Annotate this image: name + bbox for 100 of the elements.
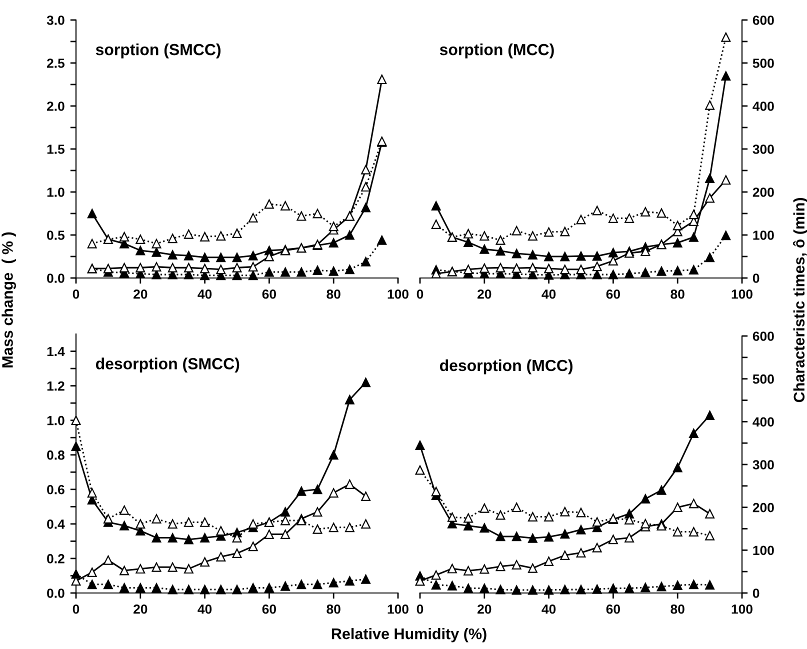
point	[296, 267, 306, 277]
point	[344, 264, 354, 274]
point	[296, 486, 306, 496]
point	[705, 580, 715, 590]
point	[672, 238, 682, 248]
point	[512, 560, 522, 570]
y-tick-label: 0.6	[47, 484, 64, 494]
point	[120, 583, 130, 593]
point	[512, 226, 522, 236]
point	[120, 232, 130, 242]
point	[464, 566, 474, 576]
point	[264, 199, 274, 209]
point	[705, 530, 715, 540]
point	[431, 220, 441, 229]
point	[640, 494, 650, 504]
point	[344, 394, 354, 404]
point	[216, 552, 226, 562]
point	[328, 238, 338, 248]
point	[624, 515, 634, 524]
point	[705, 252, 715, 262]
x-tick-label: 60	[606, 289, 620, 299]
y-tick-label: 0.0	[47, 274, 64, 283]
point	[640, 207, 650, 216]
point	[672, 527, 682, 536]
x-tick-label: 100	[732, 289, 752, 299]
point	[721, 71, 731, 81]
point	[152, 514, 162, 524]
text: desorption (MCC)	[440, 359, 572, 374]
point	[656, 582, 666, 592]
x-tick-label: 0	[72, 289, 80, 299]
point	[248, 262, 258, 272]
point	[608, 248, 618, 258]
point	[672, 462, 682, 472]
point	[248, 213, 258, 223]
y-tick-label: 3.0	[46, 16, 64, 25]
point	[480, 503, 490, 513]
point	[248, 519, 258, 529]
point	[447, 512, 457, 522]
point	[328, 522, 338, 532]
y2-tick-label: 400	[752, 417, 774, 427]
point	[624, 584, 634, 594]
text: desorption (SMCC)	[96, 358, 240, 373]
x-axis-title: Relative Humidity (%)	[332, 628, 486, 642]
x-tick-label: 20	[478, 289, 492, 299]
point	[312, 484, 322, 494]
point	[705, 509, 715, 518]
point	[152, 533, 162, 542]
y-tick-label: 1.0	[47, 416, 64, 426]
y-tick-label: 0.0	[47, 588, 64, 598]
point	[624, 214, 634, 223]
point	[152, 583, 162, 593]
point	[120, 520, 130, 530]
point	[464, 264, 474, 274]
point	[688, 232, 698, 242]
point	[361, 378, 371, 388]
point	[528, 563, 538, 573]
point	[200, 584, 210, 594]
point	[528, 262, 538, 272]
point	[480, 231, 490, 241]
point	[87, 580, 97, 590]
y2-tick-label: 400	[752, 102, 774, 111]
x-tick-label: 20	[134, 289, 148, 299]
x-tick-label: 100	[732, 604, 752, 614]
point	[71, 416, 81, 426]
point	[496, 562, 506, 572]
point	[544, 252, 554, 262]
y-tick-label: 0.4	[47, 520, 65, 529]
point	[361, 492, 371, 502]
point	[560, 226, 570, 236]
x-tick-label: 60	[606, 604, 620, 614]
point	[361, 256, 371, 266]
point	[232, 252, 242, 262]
point	[496, 235, 506, 245]
point	[688, 580, 698, 590]
point	[576, 264, 586, 274]
point	[87, 568, 97, 577]
point	[296, 516, 306, 526]
point	[592, 206, 602, 216]
y-tick-label: 0.8	[47, 450, 64, 460]
point	[560, 584, 570, 594]
point	[560, 529, 570, 539]
point	[721, 230, 731, 240]
x-tick-label: 40	[542, 289, 556, 299]
point	[248, 542, 258, 552]
point	[480, 564, 490, 574]
y2-tick-label: 200	[752, 502, 774, 512]
point	[512, 532, 522, 542]
point	[688, 265, 698, 275]
point	[480, 523, 490, 533]
point	[216, 526, 226, 536]
point	[656, 266, 666, 276]
y-tick-label: 1.4	[47, 346, 65, 356]
point	[415, 440, 425, 450]
point	[312, 507, 322, 517]
point	[544, 227, 554, 237]
point	[592, 542, 602, 552]
point	[200, 264, 210, 274]
point	[496, 246, 506, 256]
point	[312, 266, 322, 275]
point	[592, 517, 602, 527]
